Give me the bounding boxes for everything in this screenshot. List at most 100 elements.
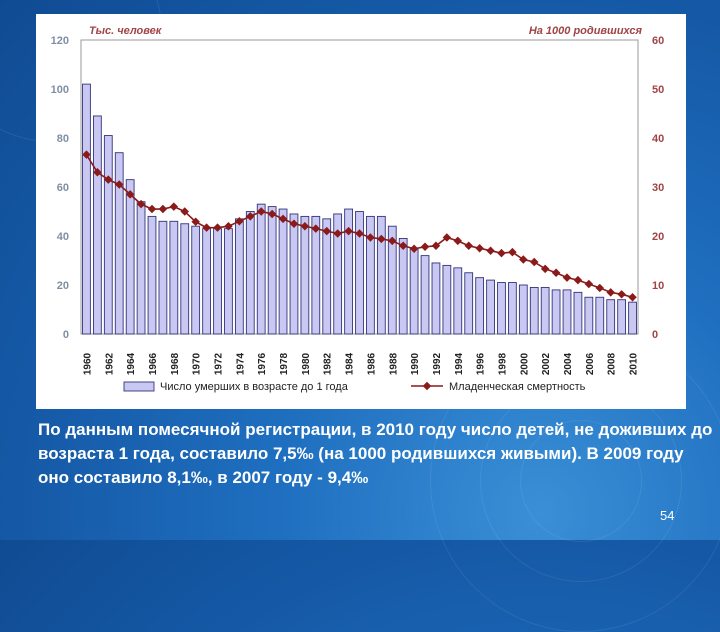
bar — [409, 247, 419, 335]
bar — [387, 225, 397, 335]
bar — [628, 301, 637, 335]
bar — [245, 211, 255, 335]
mortality-point — [551, 268, 561, 277]
bar — [278, 208, 288, 335]
x-tick-label: 1978 — [279, 352, 290, 375]
x-tick-label: 2002 — [541, 352, 552, 375]
bar — [551, 289, 561, 335]
mortality-point — [300, 221, 310, 231]
mortality-point — [431, 241, 441, 251]
mortality-point — [464, 241, 473, 251]
bar — [420, 255, 430, 335]
left-tick-label: 40 — [57, 231, 69, 243]
bar — [376, 215, 386, 335]
left-tick-label: 100 — [51, 84, 69, 96]
left-tick-label: 20 — [57, 280, 69, 292]
mortality-point — [508, 247, 517, 257]
mortality-point — [213, 223, 222, 232]
x-tick-label: 1960 — [82, 352, 93, 375]
right-tick-label: 20 — [652, 231, 664, 243]
mortality-point — [355, 229, 364, 238]
mortality-point — [628, 293, 637, 302]
bar — [398, 237, 408, 335]
mortality-point — [398, 241, 408, 251]
mortality-point — [114, 180, 124, 189]
mortality-point — [606, 288, 615, 297]
bar — [147, 215, 157, 335]
mortality-point — [497, 248, 506, 258]
mortality-point — [617, 290, 626, 299]
bar — [508, 282, 517, 335]
x-tick-label: 2006 — [585, 352, 596, 375]
x-tick-label: 2010 — [629, 352, 640, 375]
legend-line-marker — [422, 381, 432, 391]
right-tick-label: 0 — [652, 329, 658, 341]
x-tick-label: 1994 — [454, 352, 465, 375]
mortality-point — [246, 212, 255, 221]
bar — [202, 228, 211, 335]
mortality-point — [475, 244, 484, 253]
chart-panel: Тыс. человек На 1000 родившихся 0 20 40 60 80 1… — [36, 14, 686, 409]
mortality-point — [202, 223, 211, 232]
mortality-point — [289, 219, 299, 228]
bar — [158, 220, 168, 335]
bar — [497, 282, 506, 335]
mortality-point — [278, 214, 288, 224]
mortality-point — [453, 236, 463, 246]
bar — [431, 262, 441, 335]
right-tick-label: 30 — [652, 182, 664, 194]
mortality-point — [333, 229, 342, 238]
bar — [540, 287, 550, 335]
bar — [82, 83, 91, 335]
mortality-point — [169, 202, 179, 211]
mortality-point — [322, 226, 331, 236]
mortality-point — [530, 257, 539, 267]
left-axis-unit-label: Тыс. человек — [89, 25, 163, 37]
x-tick-label: 1972 — [214, 352, 225, 375]
mortality-point — [584, 279, 594, 289]
bar — [169, 220, 179, 335]
mortality-point — [136, 199, 146, 209]
bar — [213, 228, 222, 335]
mortality-point — [158, 204, 168, 214]
bar — [595, 296, 605, 335]
bar — [93, 115, 102, 335]
infant-mortality-chart: Тыс. человек На 1000 родившихся 0 20 40 60 80 1… — [51, 25, 665, 393]
bar — [180, 223, 190, 335]
left-tick-label: 120 — [51, 35, 69, 47]
left-tick-label: 0 — [63, 329, 69, 341]
legend-bar-swatch — [123, 381, 155, 392]
bar — [267, 206, 277, 335]
mortality-point — [573, 275, 583, 285]
mortality-point — [147, 204, 157, 214]
bar — [475, 277, 485, 335]
bar — [322, 218, 332, 335]
mortality-point — [519, 255, 528, 264]
bar — [562, 289, 572, 335]
mortality-point — [595, 283, 605, 293]
mortality-point — [388, 236, 397, 246]
x-tick-label: 1962 — [104, 352, 115, 375]
mortality-point — [180, 207, 189, 216]
x-tick-label: 1964 — [126, 352, 137, 375]
mortality-point — [420, 242, 430, 252]
x-tick-label: 2000 — [519, 352, 530, 375]
x-tick-label: 1976 — [257, 352, 268, 375]
left-tick-label: 60 — [57, 182, 69, 194]
bar — [256, 203, 266, 335]
bar — [114, 152, 124, 335]
bar — [518, 284, 528, 335]
bar — [486, 279, 495, 335]
bar — [584, 296, 594, 335]
mortality-point — [267, 209, 277, 219]
mortality-point — [377, 234, 386, 244]
bar — [300, 215, 310, 335]
mortality-point — [366, 233, 375, 242]
x-tick-label: 1992 — [432, 352, 443, 375]
bar — [529, 287, 539, 335]
legend-line-label: Младенческая смертность — [449, 381, 586, 393]
mortality-point — [93, 168, 102, 177]
x-tick-label: 1974 — [235, 352, 246, 375]
x-tick-label: 2008 — [607, 352, 618, 375]
x-tick-label: 1998 — [497, 352, 508, 375]
